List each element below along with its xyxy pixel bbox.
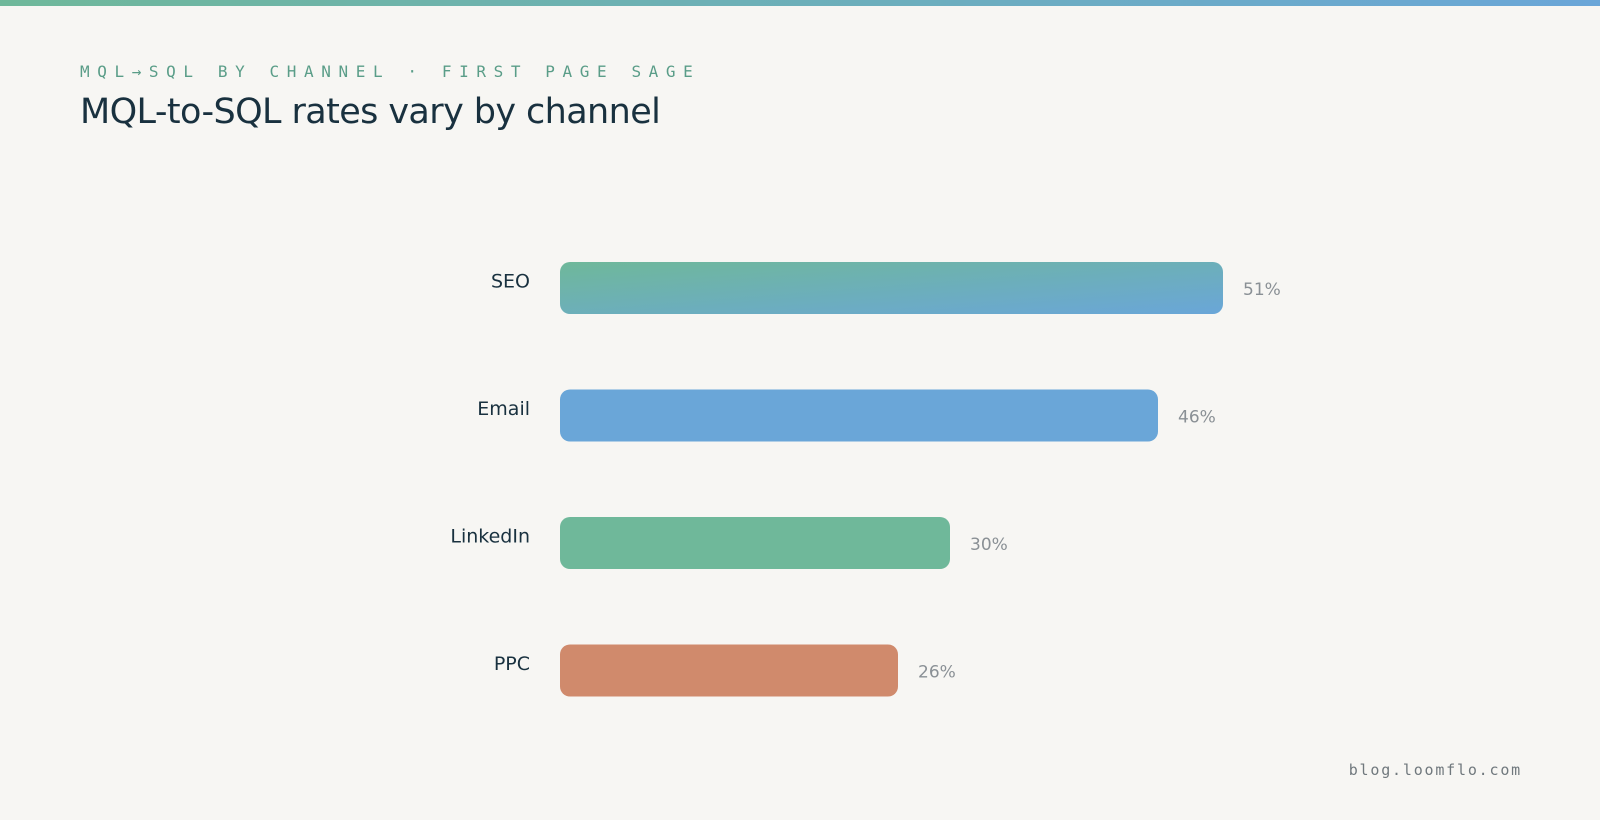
category-label-seo: SEO xyxy=(491,271,530,293)
top-accent-bar xyxy=(0,0,1600,6)
category-label-linkedin: LinkedIn xyxy=(450,526,530,548)
value-label-linkedin: 30% xyxy=(970,535,1008,555)
category-label-email: Email xyxy=(477,398,530,420)
footer-site-url: blog.loomflo.com xyxy=(1348,761,1522,779)
bar-linkedin xyxy=(560,517,950,569)
bar-ppc xyxy=(560,644,898,697)
bar-seo xyxy=(560,262,1223,314)
bar-email xyxy=(560,389,1158,442)
value-label-email: 46% xyxy=(1178,408,1216,428)
value-label-ppc: 26% xyxy=(918,663,956,683)
chart-eyebrow: MQL→SQL BY CHANNEL · FIRST PAGE SAGE xyxy=(80,62,701,81)
category-label-ppc: PPC xyxy=(494,653,530,675)
value-label-seo: 51% xyxy=(1243,280,1281,300)
chart-title: MQL-to-SQL rates vary by channel xyxy=(80,92,661,132)
bars-group: SEO 51% Email 46% LinkedIn 30% PPC 26% xyxy=(450,262,1281,697)
